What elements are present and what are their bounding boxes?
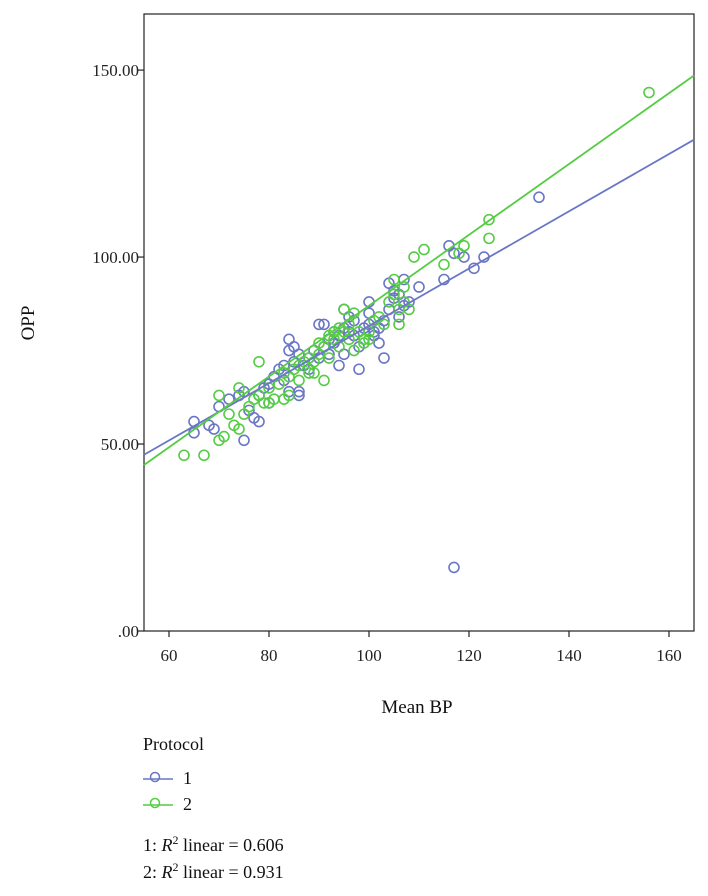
data-point-series-2 — [198, 449, 210, 462]
data-point-series-2 — [318, 374, 330, 387]
data-point-series-1 — [378, 352, 390, 364]
data-point-series-1 — [293, 385, 305, 398]
data-point-series-2 — [483, 213, 495, 226]
data-point-series-2 — [418, 243, 430, 256]
data-point-series-2 — [233, 382, 245, 394]
data-point-series-2 — [283, 389, 295, 402]
x-axis: 60 80 100 120 140 160 — [161, 631, 682, 665]
data-point-series-2 — [323, 352, 335, 364]
data-point-series-2 — [393, 318, 405, 331]
legend: Protocol 1 2 — [143, 735, 204, 817]
data-point-series-2 — [223, 408, 235, 420]
data-point-series-1 — [413, 281, 425, 293]
data-point-series-2 — [388, 273, 400, 286]
fit-note-1: 1: R2 linear = 0.606 — [143, 833, 284, 855]
data-point-series-2 — [438, 258, 450, 271]
y-tick-label: 50.00 — [101, 435, 139, 454]
x-axis-title: Mean BP — [381, 697, 452, 718]
data-point-series-2 — [273, 378, 285, 391]
y-axis: .00 50.00 100.00 150.00 — [92, 61, 144, 641]
data-point-series-1 — [353, 363, 365, 376]
data-point-series-2 — [378, 318, 390, 331]
data-point-series-2 — [213, 389, 225, 402]
fit-line-series-2 — [143, 74, 695, 466]
data-point-series-1 — [448, 247, 460, 260]
legend-marker-1 — [143, 771, 173, 783]
data-point-series-1 — [253, 415, 265, 428]
data-point-series-1 — [278, 359, 290, 372]
data-point-series-1 — [533, 191, 545, 204]
data-point-series-2 — [253, 355, 265, 368]
data-point-series-2 — [293, 374, 305, 387]
fit-line-series-1 — [143, 138, 695, 456]
legend-label-2: 2 — [183, 794, 192, 814]
data-point-series-1 — [318, 318, 330, 331]
data-point-series-2 — [483, 232, 495, 245]
y-tick-label: .00 — [118, 622, 139, 641]
x-tick-label: 160 — [656, 646, 682, 665]
data-point-series-2 — [388, 288, 400, 301]
legend-title: Protocol — [143, 734, 204, 754]
data-point-series-2 — [338, 303, 350, 316]
y-tick-label: 150.00 — [92, 61, 139, 80]
legend-item-1: 1 — [143, 765, 204, 791]
data-point-series-2 — [233, 423, 245, 435]
legend-marker-2 — [143, 797, 173, 809]
data-point-series-2 — [218, 430, 230, 443]
data-point-series-2 — [303, 367, 315, 379]
data-point-series-2 — [363, 333, 375, 346]
data-point-series-2 — [458, 240, 470, 252]
x-tick-label: 120 — [456, 646, 482, 665]
data-point-series-1 — [238, 434, 250, 447]
data-point-series-2 — [643, 86, 655, 99]
data-point-series-1 — [393, 311, 405, 323]
data-point-series-1 — [313, 318, 325, 331]
data-point-series-2 — [258, 397, 270, 409]
data-point-series-1 — [403, 296, 415, 308]
legend-item-2: 2 — [143, 791, 204, 817]
data-point-series-2 — [348, 344, 360, 357]
y-tick-label: 100.00 — [92, 248, 139, 267]
legend-label-1: 1 — [183, 768, 192, 788]
data-point-series-2 — [403, 303, 415, 316]
y-axis-title: OPP — [18, 306, 39, 341]
data-point-series-1 — [448, 561, 460, 574]
fit-note-2: 2: R2 linear = 0.931 — [143, 860, 284, 882]
plot-area — [143, 13, 695, 632]
x-tick-label: 100 — [356, 646, 382, 665]
x-tick-label: 140 — [556, 646, 582, 665]
fit-lines — [143, 74, 695, 466]
data-point-series-1 — [208, 423, 220, 435]
data-point-series-2 — [308, 367, 320, 379]
data-point-series-1 — [333, 359, 345, 372]
data-point-series-2 — [178, 449, 190, 462]
x-tick-label: 80 — [261, 646, 278, 665]
data-point-series-1 — [373, 337, 385, 349]
data-point-series-2 — [408, 251, 420, 263]
scatter-chart: .00 50.00 100.00 150.00 60 80 100 120 140 160 OP… — [18, 13, 695, 718]
fit-statistics: 1: R2 linear = 0.606 2: R2 linear = 0.93… — [143, 833, 284, 887]
x-tick-label: 60 — [161, 646, 178, 665]
